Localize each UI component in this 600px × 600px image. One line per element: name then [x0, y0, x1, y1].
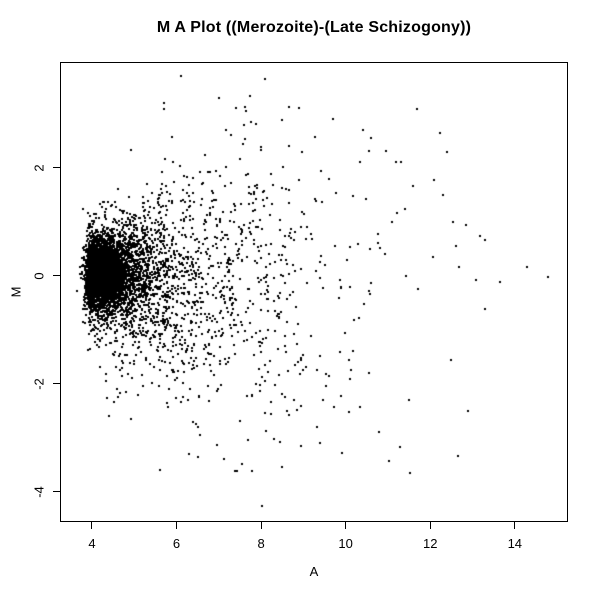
x-tick-label: 14 [507, 536, 523, 551]
y-axis-tick [53, 383, 60, 385]
y-tick-label: 2 [31, 164, 47, 172]
scatter-points-canvas [61, 63, 567, 521]
x-axis-tick [345, 522, 347, 529]
x-axis-tick [429, 522, 431, 529]
y-axis-tick [53, 491, 60, 493]
x-tick-label: 4 [88, 536, 96, 551]
x-tick-label: 8 [257, 536, 265, 551]
y-axis-tick [53, 275, 60, 277]
x-tick-label: 12 [423, 536, 438, 551]
x-axis-tick [91, 522, 93, 529]
x-axis-tick [260, 522, 262, 529]
x-axis-tick [176, 522, 178, 529]
y-tick-label: -2 [31, 378, 47, 390]
chart-title: M A Plot ((Merozoite)-(Late Schizogony)) [156, 19, 472, 36]
y-tick-label: -4 [31, 485, 47, 498]
x-axis-tick [514, 522, 516, 529]
y-tick-label: 0 [31, 272, 47, 280]
x-tick-label: 6 [172, 536, 181, 551]
y-axis-label: M [8, 286, 24, 298]
y-axis-tick [53, 167, 60, 169]
x-axis-label: A [309, 564, 319, 579]
x-tick-label: 10 [338, 536, 353, 551]
